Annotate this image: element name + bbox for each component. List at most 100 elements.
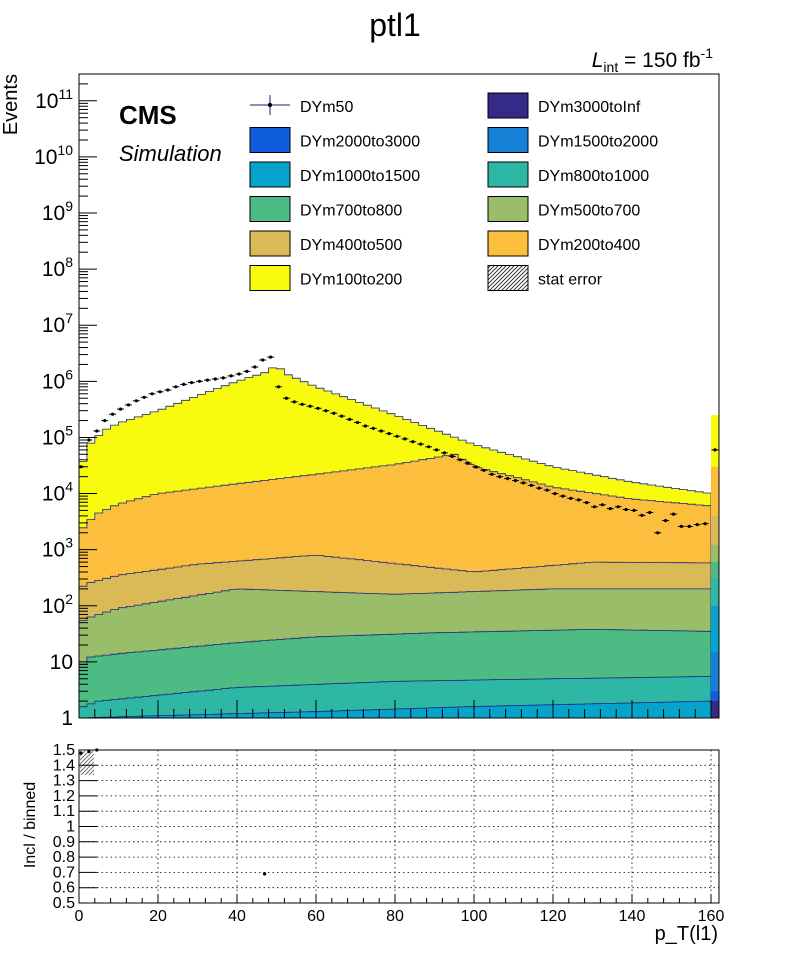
data-point <box>156 390 164 394</box>
data-point <box>614 505 622 509</box>
ratio-y-tick-label: 1.3 <box>53 773 75 790</box>
ratio-y-tick-label: 1.1 <box>53 803 75 820</box>
data-point <box>685 524 693 529</box>
ratio-y-tick-label: 1.4 <box>53 757 75 774</box>
legend-label: DYm700to800 <box>300 203 402 220</box>
legend-label: stat error <box>538 272 603 289</box>
data-point <box>448 454 456 458</box>
data-point <box>630 508 638 512</box>
ratio-grid <box>79 750 719 903</box>
data-point <box>148 392 156 396</box>
legend-label: DYm500to700 <box>538 203 640 220</box>
data-point <box>361 424 369 428</box>
data-point <box>677 524 685 529</box>
legend-label: DYm1500to2000 <box>538 134 658 151</box>
legend-item: DYm200to400 <box>487 230 640 257</box>
legend-item: stat error <box>487 265 603 291</box>
data-point <box>196 379 203 383</box>
ratio-y-tick-label: 1.5 <box>53 742 75 759</box>
data-point <box>575 498 583 502</box>
y-tick-label: 107 <box>42 310 73 337</box>
ratio-x-tick-label: 60 <box>307 908 325 925</box>
ratio-x-tick-label: 40 <box>228 908 246 925</box>
data-point <box>290 400 298 404</box>
legend-item: DYm400to500 <box>249 230 402 257</box>
legend-label: DYm50 <box>300 99 353 116</box>
cms-sublabel: Simulation <box>119 141 222 166</box>
data-point <box>354 420 361 425</box>
data-point <box>440 451 448 455</box>
ratio-point <box>263 872 267 876</box>
luminosity-label: Lint = 150 fb-1 <box>592 45 713 75</box>
data-point <box>211 377 219 381</box>
legend-label: DYm1000to1500 <box>300 168 420 185</box>
y-tick-label: 106 <box>42 366 73 393</box>
data-point <box>654 531 662 535</box>
data-point <box>496 475 504 479</box>
data-point <box>314 406 322 410</box>
overflow-DYm1500to2000 <box>711 652 719 718</box>
overflow-DYm3000toInf <box>711 701 719 718</box>
ratio-point <box>95 748 99 752</box>
data-point <box>219 376 227 380</box>
background-stack <box>79 367 719 718</box>
legend: DYm50 DYm3000toInf DYm2000to3000 DYm1500to2… <box>249 92 658 291</box>
data-points <box>79 355 719 535</box>
data-point <box>132 399 140 403</box>
data-point <box>188 381 196 385</box>
data-point <box>227 374 235 378</box>
data-point <box>519 481 527 485</box>
data-point <box>488 472 496 476</box>
ratio-y-tick-label: 0.9 <box>53 834 75 851</box>
lumi-value: = 150 fb <box>618 49 700 72</box>
data-point <box>140 395 148 399</box>
y-tick-label: 10 <box>50 651 73 674</box>
ratio-x-tick-label: 160 <box>698 908 725 925</box>
lumi-sup: -1 <box>701 45 714 61</box>
ratio-x-tick-label: 20 <box>149 908 167 925</box>
ratio-x-tick-label: 0 <box>75 908 84 925</box>
legend-item: DYm1500to2000 <box>487 127 658 153</box>
legend-label: DYm2000to3000 <box>300 134 420 151</box>
main-ylabel: Events <box>0 74 22 135</box>
legend-item: DYm500to700 <box>487 196 640 222</box>
data-point <box>393 434 401 438</box>
cms-label: CMS <box>119 100 177 130</box>
ratio-x-tick-label: 140 <box>619 908 646 925</box>
data-point <box>282 396 290 400</box>
data-point <box>543 488 551 492</box>
legend-item: DYm3000toInf <box>487 92 641 119</box>
ratio-y-tick-label: 1.2 <box>53 788 75 805</box>
lumi-prefix: L <box>592 49 604 72</box>
data-point <box>385 432 393 436</box>
data-point <box>267 355 275 359</box>
legend-item: DYm700to800 <box>249 196 402 222</box>
ratio-y-tick-label: 0.7 <box>53 864 75 881</box>
data-point <box>425 445 433 449</box>
main-x-ticks <box>78 700 712 718</box>
data-point <box>180 382 188 386</box>
data-point <box>693 523 701 527</box>
y-tick-label: 104 <box>42 479 73 506</box>
data-point <box>117 407 124 411</box>
data-point <box>535 486 543 490</box>
data-point <box>259 358 267 362</box>
ratio-y-tick-label: 0.5 <box>53 895 75 912</box>
legend-label: DYm400to500 <box>300 237 402 254</box>
ratio-x-tick-label: 80 <box>386 908 404 925</box>
data-point <box>101 419 109 423</box>
main-y-axis: 1 10 102 103 104 105 106 107 108 109 1010 1011 <box>34 73 97 730</box>
legend-label: DYm200to400 <box>538 237 640 254</box>
data-point <box>433 448 440 452</box>
legend-item: DYm1000to1500 <box>249 161 420 188</box>
ratio-stat-error <box>80 751 94 775</box>
data-point <box>109 412 117 416</box>
ratio-points <box>79 748 267 876</box>
legend-item: DYm800to1000 <box>487 161 649 188</box>
data-point <box>243 369 251 373</box>
data-point <box>369 426 377 430</box>
ratio-x-tick-label: 100 <box>461 908 488 925</box>
data-point <box>306 404 314 408</box>
data-point <box>172 385 180 389</box>
main-frame-border <box>78 73 720 719</box>
